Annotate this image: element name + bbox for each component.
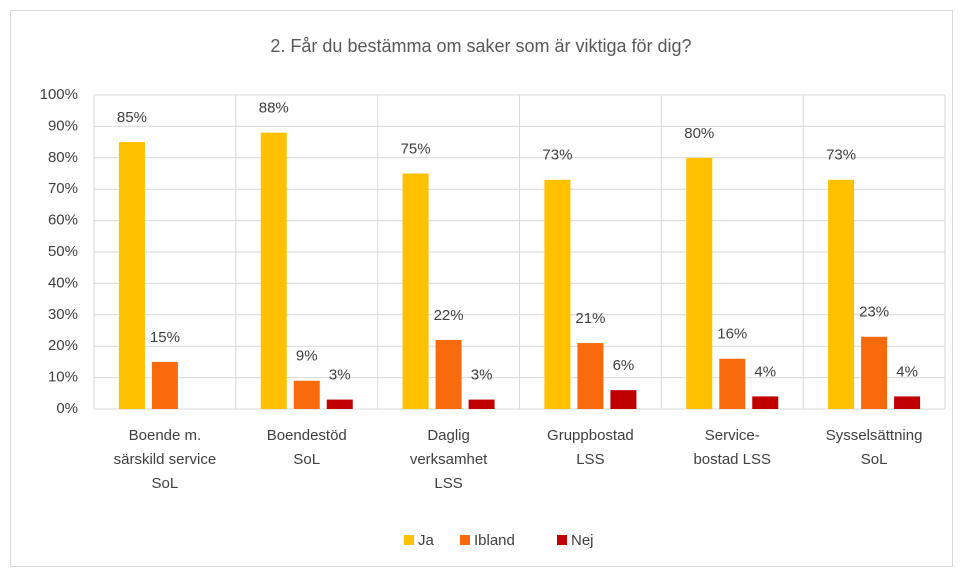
- legend-label: Ja: [418, 532, 435, 549]
- data-label: 75%: [401, 140, 431, 157]
- data-label: 3%: [329, 367, 351, 384]
- y-tick-label: 20%: [48, 337, 78, 354]
- data-label: 80%: [684, 125, 714, 142]
- data-label: 73%: [826, 147, 856, 164]
- legend-swatch: [460, 535, 470, 545]
- bar: [402, 173, 429, 409]
- data-label: 6%: [613, 357, 635, 374]
- data-label: 22%: [434, 307, 464, 324]
- x-tick-label: Boendestöd SoL: [266, 427, 347, 468]
- bar: [894, 396, 921, 409]
- data-label: 16%: [717, 326, 747, 343]
- data-label: 3%: [471, 367, 493, 384]
- y-tick-label: 50%: [48, 243, 78, 260]
- data-label: 4%: [754, 363, 776, 380]
- bar: [544, 179, 571, 409]
- data-label: 88%: [259, 100, 289, 117]
- x-tick-label: Sysselsättning SoL: [825, 427, 923, 468]
- bar: [118, 142, 145, 409]
- y-tick-label: 10%: [48, 369, 78, 386]
- bar: [468, 399, 495, 409]
- y-tick-label: 60%: [48, 212, 78, 229]
- chart-title: 2. Får du bestämma om saker som är vikti…: [270, 36, 691, 56]
- bar: [752, 396, 779, 409]
- legend-swatch: [557, 535, 567, 545]
- y-tick-label: 0%: [56, 400, 78, 417]
- data-label: 21%: [575, 310, 605, 327]
- chart-border: [10, 10, 953, 567]
- y-tick-label: 100%: [40, 86, 78, 103]
- data-label: 4%: [896, 363, 918, 380]
- bar: [577, 343, 604, 409]
- bar: [719, 358, 746, 409]
- y-tick-label: 30%: [48, 306, 78, 323]
- bar: [861, 336, 888, 409]
- data-label: 15%: [150, 329, 180, 346]
- data-label: 9%: [296, 348, 318, 365]
- data-label: 23%: [859, 304, 889, 321]
- data-label: 85%: [117, 109, 147, 126]
- bar: [828, 179, 855, 409]
- bar: [151, 361, 178, 409]
- legend-label: Nej: [571, 532, 594, 549]
- data-label: 73%: [542, 147, 572, 164]
- y-tick-label: 70%: [48, 180, 78, 197]
- y-tick-label: 40%: [48, 274, 78, 291]
- legend-label: Ibland: [474, 532, 515, 549]
- y-tick-label: 90%: [48, 117, 78, 134]
- bar: [686, 157, 713, 409]
- bar: [435, 339, 462, 409]
- x-tick-label: Boende m. särskild service SoL: [113, 427, 217, 492]
- x-tick-label: Daglig verksamhet LSS: [409, 427, 488, 492]
- bar: [326, 399, 353, 409]
- x-tick-label: Gruppbostad LSS: [547, 427, 634, 468]
- legend-swatch: [404, 535, 414, 545]
- bar: [293, 380, 320, 409]
- y-tick-label: 80%: [48, 149, 78, 166]
- bar: [610, 390, 637, 409]
- x-tick-label: Service- bostad LSS: [693, 427, 772, 468]
- bar: [260, 132, 287, 409]
